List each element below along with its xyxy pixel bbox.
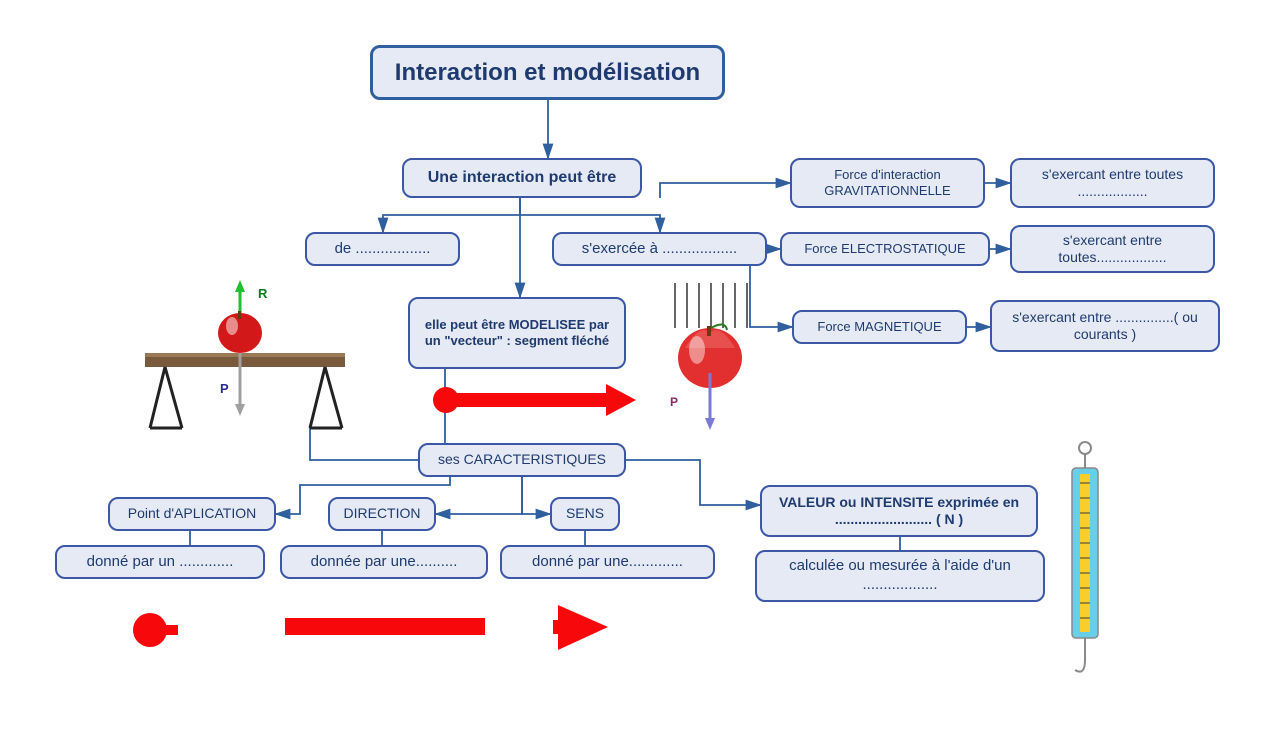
illus-dynamometer [1060,438,1110,688]
edge [520,198,660,232]
node-electro_r: s'exercant entre toutes.................… [1010,225,1215,273]
node-point_d: donné par un ............. [55,545,265,579]
node-title: Interaction et modélisation [370,45,725,100]
node-de: de .................. [305,232,460,266]
node-dir: DIRECTION [328,497,436,531]
node-electro: Force ELECTROSTATIQUE [780,232,990,266]
node-point: Point d'APLICATION [108,497,276,531]
illus-table-apple: R P [110,278,370,448]
node-interaction: Une interaction peut être [402,158,642,198]
edge [660,183,790,198]
edge [383,198,520,232]
node-dir_d: donnée par une.......... [280,545,488,579]
edge [522,477,550,514]
illus-point-symbol [128,605,188,655]
edge [436,477,522,514]
node-magn: Force MAGNETIQUE [792,310,967,344]
node-carac: ses CARACTERISTIQUES [418,443,626,477]
node-grav_r: s'exercant entre toutes ................… [1010,158,1215,208]
p-label-table: P [220,381,229,396]
illus-falling-apple: P [655,278,775,438]
node-grav: Force d'interaction GRAVITATIONNELLE [790,158,985,208]
illus-direction-symbol [285,612,495,642]
node-sexercee: s'exercée à .................. [552,232,767,266]
illus-sens-symbol [553,600,623,655]
node-model: elle peut être MODELISEE par un "vecteur… [408,297,626,369]
node-magn_r: s'exercant entre ...............( ou cou… [990,300,1220,352]
node-sens_d: donné par une............. [500,545,715,579]
node-val: VALEUR ou INTENSITE exprimée en ........… [760,485,1038,537]
node-sens: SENS [550,497,620,531]
p-label-fall: P [670,395,678,409]
r-label: R [258,286,268,301]
node-val_d: calculée ou mesurée à l'aide d'un ......… [755,550,1045,602]
edge [626,460,760,505]
illus-vector-arrow [430,380,640,420]
